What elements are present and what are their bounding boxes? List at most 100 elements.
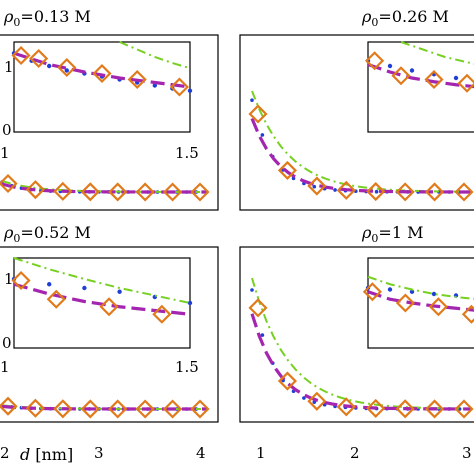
inset-bl-ytick-0: 0 bbox=[2, 334, 12, 352]
main-bottom-right-purple-line bbox=[250, 313, 471, 411]
main-bottom-right-dot bbox=[302, 396, 306, 400]
main-top-right-dot bbox=[260, 133, 265, 137]
inset-bottom-left bbox=[11, 257, 193, 349]
main-top-left-diamond bbox=[80, 182, 100, 202]
main-top-right-diamond bbox=[366, 181, 386, 202]
main-top-right-diamond bbox=[395, 182, 415, 202]
main-top-right-purple-line bbox=[250, 117, 471, 194]
inset-tl-ytick-1: 1 bbox=[4, 58, 14, 76]
panel-top-right-axes bbox=[239, 34, 474, 211]
main-bottom-right-diamond bbox=[307, 391, 327, 411]
inset-bl-xtick-1: 1.5 bbox=[175, 358, 199, 376]
inset-bottom-right-frame bbox=[367, 257, 474, 349]
inset-tl-xtick-0: 1 bbox=[0, 144, 10, 162]
inset-bottom-left-series-diamonds-marker bbox=[152, 304, 172, 324]
main-top-right-green-line bbox=[251, 90, 471, 193]
panel-bottom-right-axes bbox=[239, 246, 474, 423]
main-bottom-right-diamond bbox=[248, 298, 268, 318]
main-top-right-dot bbox=[250, 98, 254, 102]
panel-top-left-title: ρ0=0.13 M bbox=[3, 7, 91, 29]
inset-top-left-series-dots-point bbox=[47, 63, 52, 69]
main-bottom-left-diamond bbox=[135, 399, 155, 419]
inset-top-left-series-dashdot-line bbox=[119, 41, 191, 70]
main-top-right-diamond bbox=[307, 176, 327, 196]
main-bottom-left-diamond bbox=[80, 399, 100, 419]
inset-bl-xtick-0: 1 bbox=[0, 358, 10, 376]
main-top-left-diamond bbox=[190, 182, 210, 202]
inset-top-left bbox=[11, 41, 193, 133]
inset-top-left-series-dots-point bbox=[187, 88, 193, 93]
inset-bottom-left-series-dashed-line bbox=[13, 282, 191, 316]
main-bottom-right-diamond bbox=[277, 371, 297, 391]
panel-bottom-left-title: ρ0=0.52 M bbox=[3, 223, 91, 245]
main-bottom-right-dot bbox=[260, 333, 265, 337]
inset-top-right-series-dashdot-line bbox=[400, 41, 474, 65]
inset-bottom-right-series-diamonds-marker bbox=[395, 293, 415, 313]
main-bottom-left-diamond bbox=[0, 396, 18, 416]
inset-bottom-left-series-dots-point bbox=[82, 285, 87, 291]
inset-bottom-left-series-dots-point bbox=[47, 282, 52, 287]
bl-xtick-2: 2 bbox=[0, 444, 10, 462]
main-top-left-diamond bbox=[163, 182, 183, 202]
main-top-left-diamond bbox=[108, 182, 128, 202]
inset-top-right-series-diamonds-marker bbox=[457, 73, 474, 93]
inset-top-left-series-diamonds-marker bbox=[127, 69, 147, 90]
bl-xtick-4: 4 bbox=[196, 444, 206, 462]
main-bottom-right-dot bbox=[250, 288, 254, 292]
bl-xtick-3: 3 bbox=[94, 444, 104, 462]
main-bottom-left-diamond bbox=[53, 399, 73, 419]
inset-top-right-series-dots-point bbox=[409, 68, 415, 73]
inset-top-right-series-dots-point bbox=[387, 63, 393, 69]
inset-bottom-right-series-diamonds-marker bbox=[461, 304, 474, 324]
inset-top-left-series-diamonds-marker bbox=[57, 57, 77, 78]
inset-top-right-series-diamonds-marker bbox=[424, 69, 444, 90]
main-bottom-right-diamond bbox=[366, 398, 386, 418]
inset-bl-ytick-1: 1 bbox=[4, 270, 14, 288]
inset-top-right-series-diamonds-marker bbox=[365, 51, 385, 71]
inset-top-left-series-diamonds-marker bbox=[29, 48, 49, 69]
inset-tl-xtick-1: 1.5 bbox=[175, 144, 199, 162]
inset-bottom-right bbox=[362, 257, 474, 349]
main-bottom-right-diamond bbox=[454, 399, 474, 419]
main-bottom-left-purple-line bbox=[1, 404, 206, 411]
main-bottom-right-dot bbox=[312, 400, 317, 404]
inset-top-left-frame bbox=[13, 41, 191, 133]
panel-bottom-right-title: ρ0=1 M bbox=[361, 223, 423, 245]
main-bottom-left-diamond bbox=[190, 399, 210, 419]
main-bottom-right-diamond bbox=[425, 399, 445, 419]
main-bottom-left-diamond bbox=[108, 399, 128, 419]
main-top-right-dot bbox=[374, 189, 379, 194]
inset-top-right-series-dots-point bbox=[453, 75, 459, 81]
main-bottom-right-diamond bbox=[395, 399, 415, 419]
inset-top-right-frame bbox=[367, 41, 474, 133]
inset-bottom-left-series-diamonds-marker bbox=[46, 289, 66, 309]
main-top-right-diamond bbox=[336, 180, 356, 200]
main-top-right-diamond bbox=[454, 182, 474, 202]
inset-bottom-right-series-dots-point bbox=[431, 291, 437, 297]
inset-bottom-left-series-diamonds-marker bbox=[11, 270, 31, 291]
main-top-right-diamond bbox=[248, 104, 268, 124]
inset-top-left-series-diamonds-marker bbox=[11, 45, 31, 66]
main-top-right-dot bbox=[312, 184, 317, 189]
inset-top-right-series-diamonds-marker bbox=[391, 66, 411, 86]
inset-top-left-series-diamonds-marker bbox=[92, 63, 112, 84]
inset-top-left-series-diamonds-marker bbox=[169, 77, 189, 97]
insets bbox=[11, 41, 474, 349]
main-bottom-right-diamond bbox=[336, 397, 356, 417]
inset-tl-ytick-0: 0 bbox=[2, 121, 12, 139]
inset-bottom-left-series-dots-point bbox=[117, 289, 122, 294]
main-top-left-diamond bbox=[0, 173, 18, 194]
inset-bottom-right-series-dashed-line bbox=[367, 290, 474, 312]
panel-top-right-title: ρ0=0.26 M bbox=[361, 7, 449, 29]
inset-top-left-series-dots-point bbox=[152, 83, 157, 88]
main-top-left-purple-line bbox=[1, 182, 207, 194]
br-xtick-2: 2 bbox=[350, 444, 360, 462]
main-top-left-diamond bbox=[135, 182, 155, 202]
x-axis-label: d [nm] bbox=[20, 445, 73, 464]
main-top-right-diamond bbox=[277, 160, 297, 180]
inset-bottom-right-series-diamonds-marker bbox=[428, 297, 448, 317]
main-top-left-diamond bbox=[25, 180, 45, 200]
panel-top-left-axes bbox=[0, 34, 219, 211]
panel-bottom-left-axes bbox=[0, 246, 219, 423]
